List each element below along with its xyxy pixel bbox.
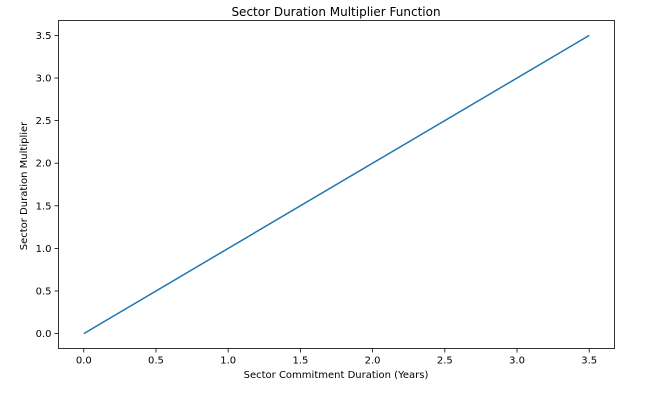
y-axis-label: Sector Duration Multiplier <box>19 121 30 250</box>
y-tick-label: 3.5 <box>36 31 52 42</box>
plot-area <box>58 20 615 349</box>
x-axis-label: Sector Commitment Duration (Years) <box>244 370 429 381</box>
chart-title: Sector Duration Multiplier Function <box>231 5 440 19</box>
y-axis: 0.0 0.5 1.0 1.5 2.0 2.5 3.0 3.5 <box>36 31 59 340</box>
x-tick-label: 0.5 <box>148 356 164 367</box>
series-line-0 <box>83 34 590 335</box>
y-tick-label: 1.0 <box>36 244 52 255</box>
y-tick-label: 0.5 <box>36 286 52 297</box>
x-tick-label: 1.0 <box>220 356 236 367</box>
y-tick-label: 2.5 <box>36 116 52 127</box>
x-tick-label: 1.5 <box>292 356 308 367</box>
series-layer <box>83 34 590 335</box>
x-axis: 0.0 0.5 1.0 1.5 2.0 2.5 3.0 3.5 <box>76 348 597 367</box>
x-tick-label: 2.0 <box>365 356 381 367</box>
y-tick-label: 0.0 <box>36 329 52 340</box>
x-tick-label: 3.0 <box>509 356 525 367</box>
y-tick-label: 3.0 <box>36 74 52 85</box>
y-tick-label: 2.0 <box>36 159 52 170</box>
y-tick-label: 1.5 <box>36 201 52 212</box>
x-tick-label: 3.5 <box>581 356 597 367</box>
x-tick-label: 2.5 <box>437 356 453 367</box>
x-tick-label: 0.0 <box>76 356 92 367</box>
